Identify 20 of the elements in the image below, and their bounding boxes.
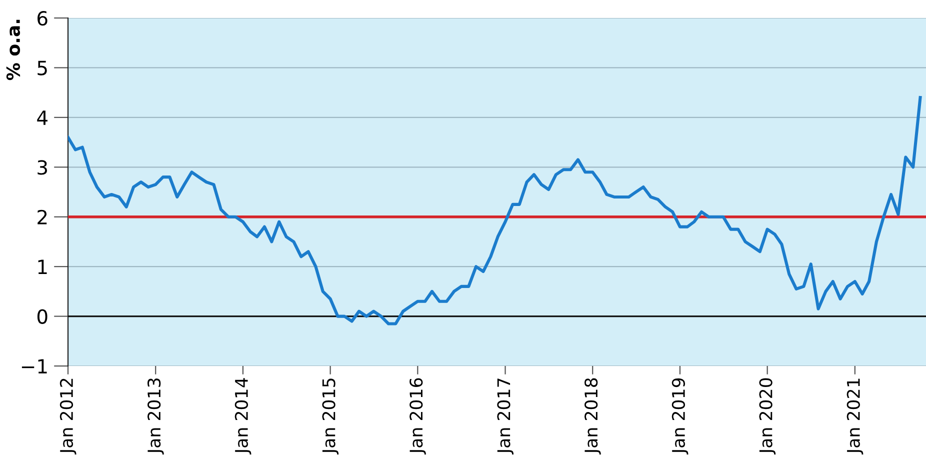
x-tick-label: Jan 2018 (584, 378, 601, 454)
x-tick-label: Jan 2013 (148, 378, 164, 454)
y-axis-title: % o.a. (6, 20, 20, 80)
line-series (68, 96, 922, 326)
y-tick-label: 0 (37, 309, 48, 324)
x-tick-label: Jan 2015 (322, 378, 339, 454)
y-tick-label: −1 (22, 359, 47, 374)
x-tick-label: Jan 2016 (410, 378, 426, 454)
x-tick-label: Jan 2020 (759, 378, 776, 454)
x-tick-label: Jan 2012 (60, 378, 76, 454)
y-tick-label: 5 (38, 60, 47, 76)
y-tick-label: 3 (38, 160, 47, 175)
y-tick-label: 1 (38, 260, 47, 274)
x-tick-label: Jan 2014 (234, 378, 252, 454)
x-tick-label: Jan 2021 (846, 378, 864, 454)
x-tick-label: Jan 2019 (672, 378, 688, 454)
x-tick-label: Jan 2017 (497, 378, 514, 454)
y-tick-label: 6 (38, 10, 48, 26)
y-tick-label: 2 (38, 210, 47, 224)
y-tick-label: 4 (37, 110, 48, 125)
